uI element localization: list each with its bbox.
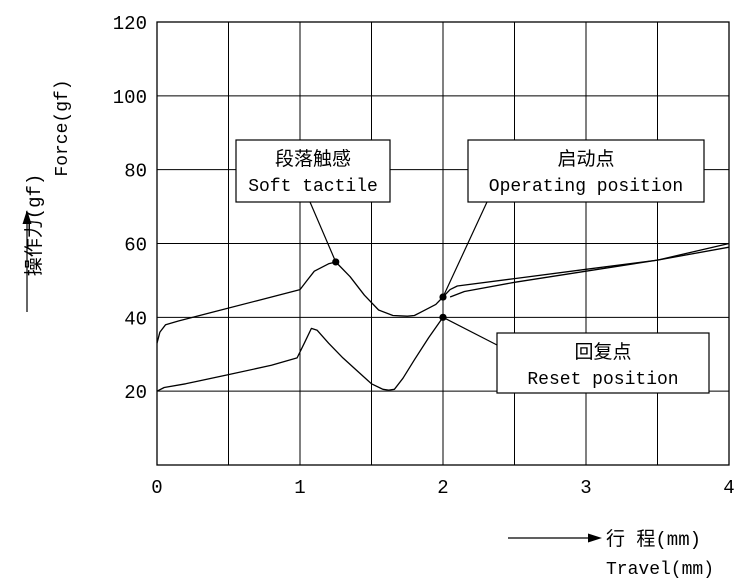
y-tick-label: 20 — [124, 382, 147, 404]
reset-position-callout-label-cn: 回复点 — [574, 341, 631, 363]
operating-position-callout-leader — [442, 201, 488, 298]
x-tick-label: 4 — [723, 477, 734, 499]
soft-tactile-callout-box — [235, 139, 391, 203]
x-axis-label-group: 行 程(mm) Travel(mm) — [508, 528, 714, 580]
y-tick-label: 120 — [113, 13, 147, 35]
annotation-layer: 段落触感 Soft tactile 启动点 Operating position 回复点… — [235, 139, 710, 394]
y-axis-label-en: Force(gf) — [53, 79, 73, 176]
marker-layer — [332, 258, 447, 321]
y-tick-label: 80 — [124, 161, 147, 183]
y-label-arrow-head — [22, 210, 32, 224]
series-line-2 — [449, 246, 730, 298]
grid — [157, 21, 729, 465]
x-axis-label-en: Travel(mm) — [606, 560, 714, 580]
soft-tactile-callout-label-cn: 段落触感 — [275, 148, 351, 170]
operating-position-callout-label-en: Operating position — [489, 177, 683, 197]
series-line-1 — [156, 242, 730, 344]
operating-position-callout-label-cn: 启动点 — [557, 148, 614, 170]
x-axis-label-cn: 行 程(mm) — [606, 528, 701, 551]
y-tick-label: 100 — [113, 87, 147, 109]
y-tick-label: 60 — [124, 235, 147, 257]
reset-position-callout-label-en: Reset position — [527, 370, 678, 390]
x-tick-label: 0 — [151, 477, 162, 499]
x-tick-label: 3 — [580, 477, 591, 499]
x-tick-label: 1 — [294, 477, 305, 499]
reset-position-callout-box — [496, 332, 710, 394]
series-layer — [156, 242, 730, 392]
soft-tactile-callout-label-en: Soft tactile — [248, 177, 378, 197]
y-axis-label-group: 操作力(gf) Force(gf) — [22, 79, 73, 312]
soft-tactile-callout-leader — [309, 201, 337, 263]
y-tick-label: 40 — [124, 308, 147, 330]
series-line-3 — [156, 316, 444, 392]
x-label-arrow-head — [588, 533, 602, 543]
operating-position-callout-box — [467, 139, 705, 203]
tick-labels: 0 1 2 3 4 20 40 60 80 100 120 — [113, 13, 735, 499]
reset-position-callout-leader — [442, 316, 498, 346]
y-axis-label-cn: 操作力(gf) — [23, 174, 46, 277]
x-tick-label: 2 — [437, 477, 448, 499]
